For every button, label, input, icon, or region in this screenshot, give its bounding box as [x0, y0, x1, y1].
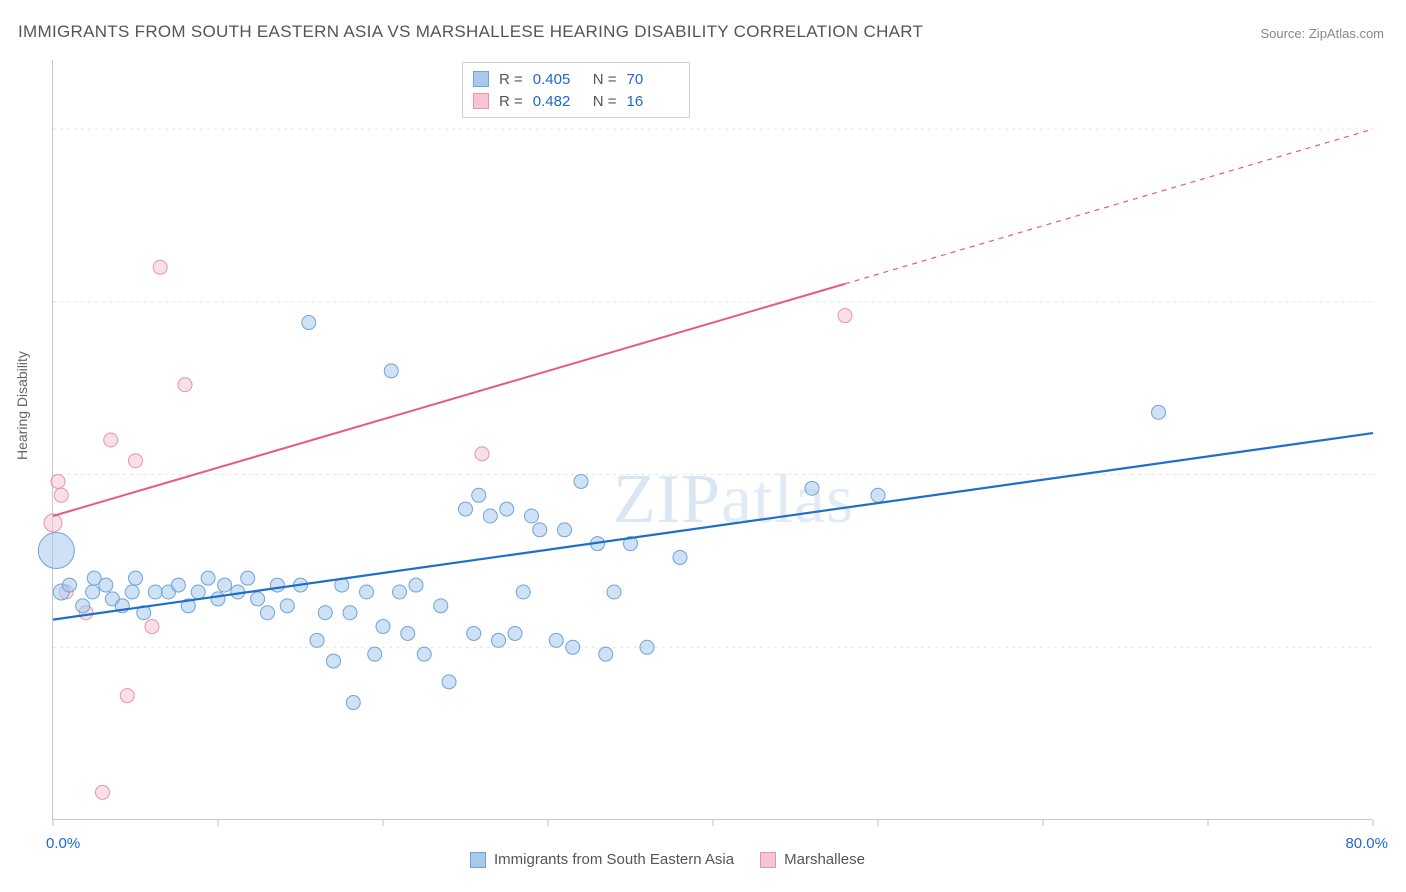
swatch-pink-icon	[760, 852, 776, 868]
x-tick-80: 80.0%	[1345, 835, 1388, 852]
bottom-legend: Immigrants from South Eastern Asia Marsh…	[470, 851, 865, 868]
legend-label-pink: Marshallese	[784, 851, 865, 868]
stats-row-blue: R = 0.405 N = 70	[473, 68, 677, 90]
n-value-pink: 16	[627, 93, 677, 110]
n-label: N =	[593, 71, 617, 88]
legend-item-blue: Immigrants from South Eastern Asia	[470, 851, 734, 868]
y-axis-label: Hearing Disability	[14, 351, 30, 460]
r-value-pink: 0.482	[533, 93, 583, 110]
swatch-blue-icon	[473, 71, 489, 87]
n-label: N =	[593, 93, 617, 110]
swatch-pink-icon	[473, 93, 489, 109]
r-label: R =	[499, 93, 523, 110]
swatch-blue-icon	[470, 852, 486, 868]
source-label: Source: ZipAtlas.com	[1260, 26, 1384, 41]
legend-label-blue: Immigrants from South Eastern Asia	[494, 851, 734, 868]
legend-item-pink: Marshallese	[760, 851, 865, 868]
r-label: R =	[499, 71, 523, 88]
r-value-blue: 0.405	[533, 71, 583, 88]
stats-legend: R = 0.405 N = 70 R = 0.482 N = 16	[462, 62, 690, 118]
plot-area: ZIPatlas	[52, 60, 1372, 820]
chart-title: IMMIGRANTS FROM SOUTH EASTERN ASIA VS MA…	[18, 22, 923, 42]
stats-row-pink: R = 0.482 N = 16	[473, 90, 677, 112]
x-tick-0: 0.0%	[46, 835, 80, 852]
n-value-blue: 70	[627, 71, 677, 88]
plot-svg	[53, 60, 1372, 819]
